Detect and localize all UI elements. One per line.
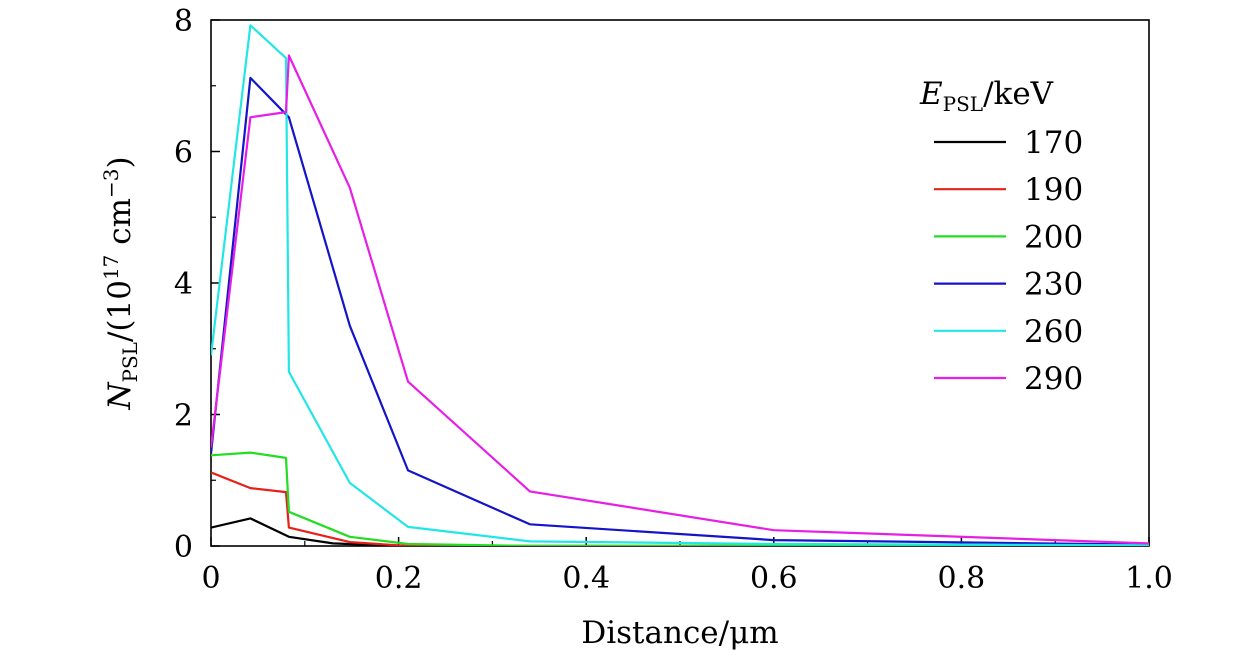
y-axis-label: NPSL/(1017 cm−3) bbox=[99, 156, 142, 410]
y-axis-unit-prefix: /(10 bbox=[102, 280, 138, 342]
x-tick-label: 0.6 bbox=[750, 561, 798, 596]
series-line-200 bbox=[211, 451, 1149, 546]
y-tick-label: 6 bbox=[174, 136, 193, 171]
series-line-260 bbox=[211, 24, 1149, 546]
y-axis-exponent: 17 bbox=[99, 255, 123, 280]
legend-title-unit: /keV bbox=[983, 76, 1054, 112]
series-line-190 bbox=[211, 471, 1149, 546]
y-axis-unit-suffix: ) bbox=[102, 156, 138, 168]
x-tick-label: 0.4 bbox=[562, 561, 610, 596]
x-tick-label: 0 bbox=[201, 561, 220, 596]
series-layer bbox=[211, 24, 1149, 546]
legend-title-subscript: PSL bbox=[943, 92, 983, 116]
series-line-290 bbox=[211, 54, 1149, 545]
x-tick-label: 1.0 bbox=[1125, 561, 1173, 596]
y-axis-symbol: N bbox=[102, 381, 138, 411]
legend-label: 170 bbox=[1024, 125, 1083, 161]
y-tick-label: 2 bbox=[174, 399, 193, 434]
svg-text:NPSL/(1017 cm−3): NPSL/(1017 cm−3) bbox=[99, 156, 142, 410]
legend-items: 170 190 200 230 260 290 bbox=[934, 125, 1083, 397]
legend-label: 230 bbox=[1024, 267, 1083, 303]
series-line-170 bbox=[211, 517, 1149, 546]
y-tick-label: 4 bbox=[174, 267, 193, 302]
x-tick-label: 0.8 bbox=[938, 561, 986, 596]
x-tick-label: 0.2 bbox=[375, 561, 423, 596]
y-axis-subscript: PSL bbox=[118, 342, 142, 382]
legend-title: EPSL/keV bbox=[919, 76, 1054, 116]
legend-label: 260 bbox=[1024, 314, 1083, 350]
y-axis-unit-exponent: −3 bbox=[99, 168, 123, 197]
x-axis-label: Distance/μm bbox=[581, 615, 778, 651]
legend-label: 200 bbox=[1024, 219, 1083, 255]
legend-title-symbol: E bbox=[919, 76, 943, 112]
y-tick-label: 8 bbox=[174, 4, 193, 39]
legend: EPSL/keV 170 190 200 230 260 290 bbox=[919, 76, 1083, 397]
y-tick-label: 0 bbox=[174, 530, 193, 565]
legend-label: 290 bbox=[1024, 361, 1083, 397]
series-line-230 bbox=[211, 76, 1149, 546]
y-axis-unit-mid: cm bbox=[102, 198, 138, 255]
legend-label: 190 bbox=[1024, 172, 1083, 208]
axis-ticks: 0 0.2 0.4 0.6 0.8 1.0 0 2 4 6 8 bbox=[174, 4, 1173, 596]
